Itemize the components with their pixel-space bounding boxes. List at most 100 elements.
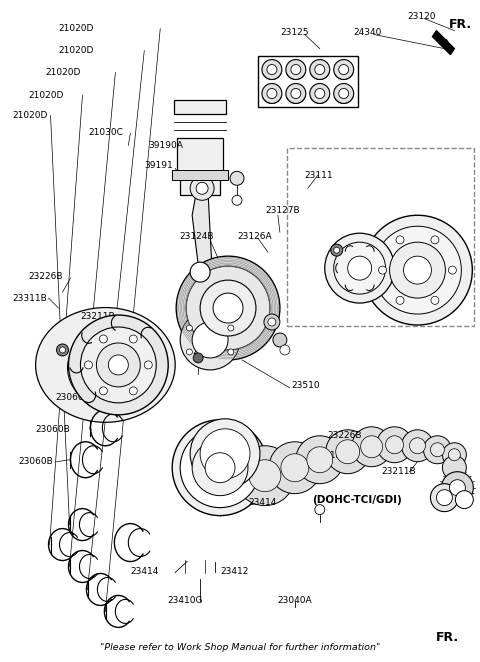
Bar — [180, 173, 220, 195]
Text: 23211B: 23211B — [382, 467, 416, 476]
Circle shape — [232, 195, 242, 205]
Bar — [258, 56, 358, 107]
Circle shape — [235, 446, 295, 506]
Text: 23125: 23125 — [281, 28, 309, 37]
Circle shape — [60, 347, 65, 353]
Circle shape — [291, 65, 301, 75]
Circle shape — [448, 266, 456, 274]
Circle shape — [431, 236, 439, 244]
Circle shape — [404, 256, 432, 284]
Circle shape — [377, 427, 412, 463]
Circle shape — [310, 60, 330, 79]
Circle shape — [269, 442, 321, 494]
Text: 21020D: 21020D — [59, 46, 94, 55]
Circle shape — [396, 297, 404, 305]
Bar — [172, 170, 228, 180]
Circle shape — [273, 333, 287, 347]
Text: 23513: 23513 — [192, 348, 221, 356]
Text: "Please refer to Work Shop Manual for further information": "Please refer to Work Shop Manual for fu… — [100, 643, 380, 652]
Text: (DOHC-TCI/GDI): (DOHC-TCI/GDI) — [312, 495, 402, 504]
Circle shape — [431, 443, 444, 457]
Circle shape — [99, 335, 108, 343]
Circle shape — [334, 60, 354, 79]
Text: 23211B: 23211B — [81, 312, 115, 320]
Circle shape — [129, 387, 137, 395]
Circle shape — [315, 89, 325, 99]
Polygon shape — [192, 193, 220, 338]
Text: 23060B: 23060B — [72, 361, 107, 371]
Circle shape — [186, 325, 192, 331]
Circle shape — [81, 327, 156, 403]
Text: 21030C: 21030C — [88, 128, 123, 137]
Text: 23410G: 23410G — [168, 596, 203, 605]
Circle shape — [334, 242, 385, 294]
Circle shape — [334, 83, 354, 103]
Circle shape — [228, 349, 234, 355]
Circle shape — [336, 440, 360, 463]
Circle shape — [348, 256, 372, 280]
Circle shape — [69, 315, 168, 415]
Text: 23510: 23510 — [292, 381, 321, 391]
Text: A: A — [462, 495, 467, 504]
Text: 39190A: 39190A — [148, 141, 183, 150]
Text: 21020D: 21020D — [12, 111, 48, 120]
Circle shape — [57, 344, 69, 356]
Ellipse shape — [68, 328, 157, 408]
Circle shape — [172, 420, 268, 516]
Circle shape — [334, 247, 340, 253]
Bar — [174, 101, 226, 115]
Circle shape — [267, 65, 277, 75]
Circle shape — [431, 484, 458, 512]
Circle shape — [129, 335, 137, 343]
Circle shape — [325, 233, 395, 303]
Text: 21020D: 21020D — [46, 68, 81, 77]
Circle shape — [268, 318, 276, 326]
Circle shape — [443, 455, 467, 480]
Circle shape — [192, 440, 248, 496]
Circle shape — [373, 226, 461, 314]
Circle shape — [180, 428, 260, 508]
Circle shape — [363, 215, 472, 325]
Circle shape — [443, 443, 467, 467]
Bar — [287, 148, 474, 326]
Text: 23414: 23414 — [130, 567, 158, 576]
Text: FR.: FR. — [435, 631, 458, 644]
Circle shape — [264, 314, 280, 330]
Circle shape — [200, 429, 250, 479]
Circle shape — [192, 322, 228, 358]
Circle shape — [286, 83, 306, 103]
Text: 23124B: 23124B — [179, 232, 214, 241]
Circle shape — [186, 266, 270, 350]
Circle shape — [307, 447, 333, 473]
Circle shape — [99, 387, 108, 395]
Circle shape — [396, 236, 404, 244]
Text: 23060B: 23060B — [19, 457, 53, 466]
Circle shape — [315, 504, 325, 514]
Text: 23060B: 23060B — [56, 393, 90, 402]
Circle shape — [339, 89, 348, 99]
Text: 23226B: 23226B — [29, 271, 63, 281]
Circle shape — [200, 280, 256, 336]
Circle shape — [296, 436, 344, 484]
Circle shape — [176, 256, 280, 360]
Circle shape — [385, 436, 404, 453]
Text: 23111: 23111 — [305, 171, 334, 180]
Circle shape — [286, 60, 306, 79]
Circle shape — [262, 60, 282, 79]
Text: 23060B: 23060B — [36, 425, 71, 434]
Text: 21020D: 21020D — [59, 24, 94, 33]
Circle shape — [228, 325, 234, 331]
Polygon shape — [432, 30, 455, 54]
Circle shape — [326, 430, 370, 474]
Circle shape — [379, 266, 386, 274]
Text: 23311B: 23311B — [12, 293, 48, 303]
Circle shape — [448, 449, 460, 461]
Text: A: A — [197, 267, 203, 277]
Text: 23040A: 23040A — [277, 596, 312, 605]
Circle shape — [315, 65, 325, 75]
Circle shape — [352, 427, 392, 467]
Circle shape — [281, 453, 309, 482]
Circle shape — [431, 297, 439, 305]
Circle shape — [193, 353, 203, 363]
Circle shape — [291, 89, 301, 99]
